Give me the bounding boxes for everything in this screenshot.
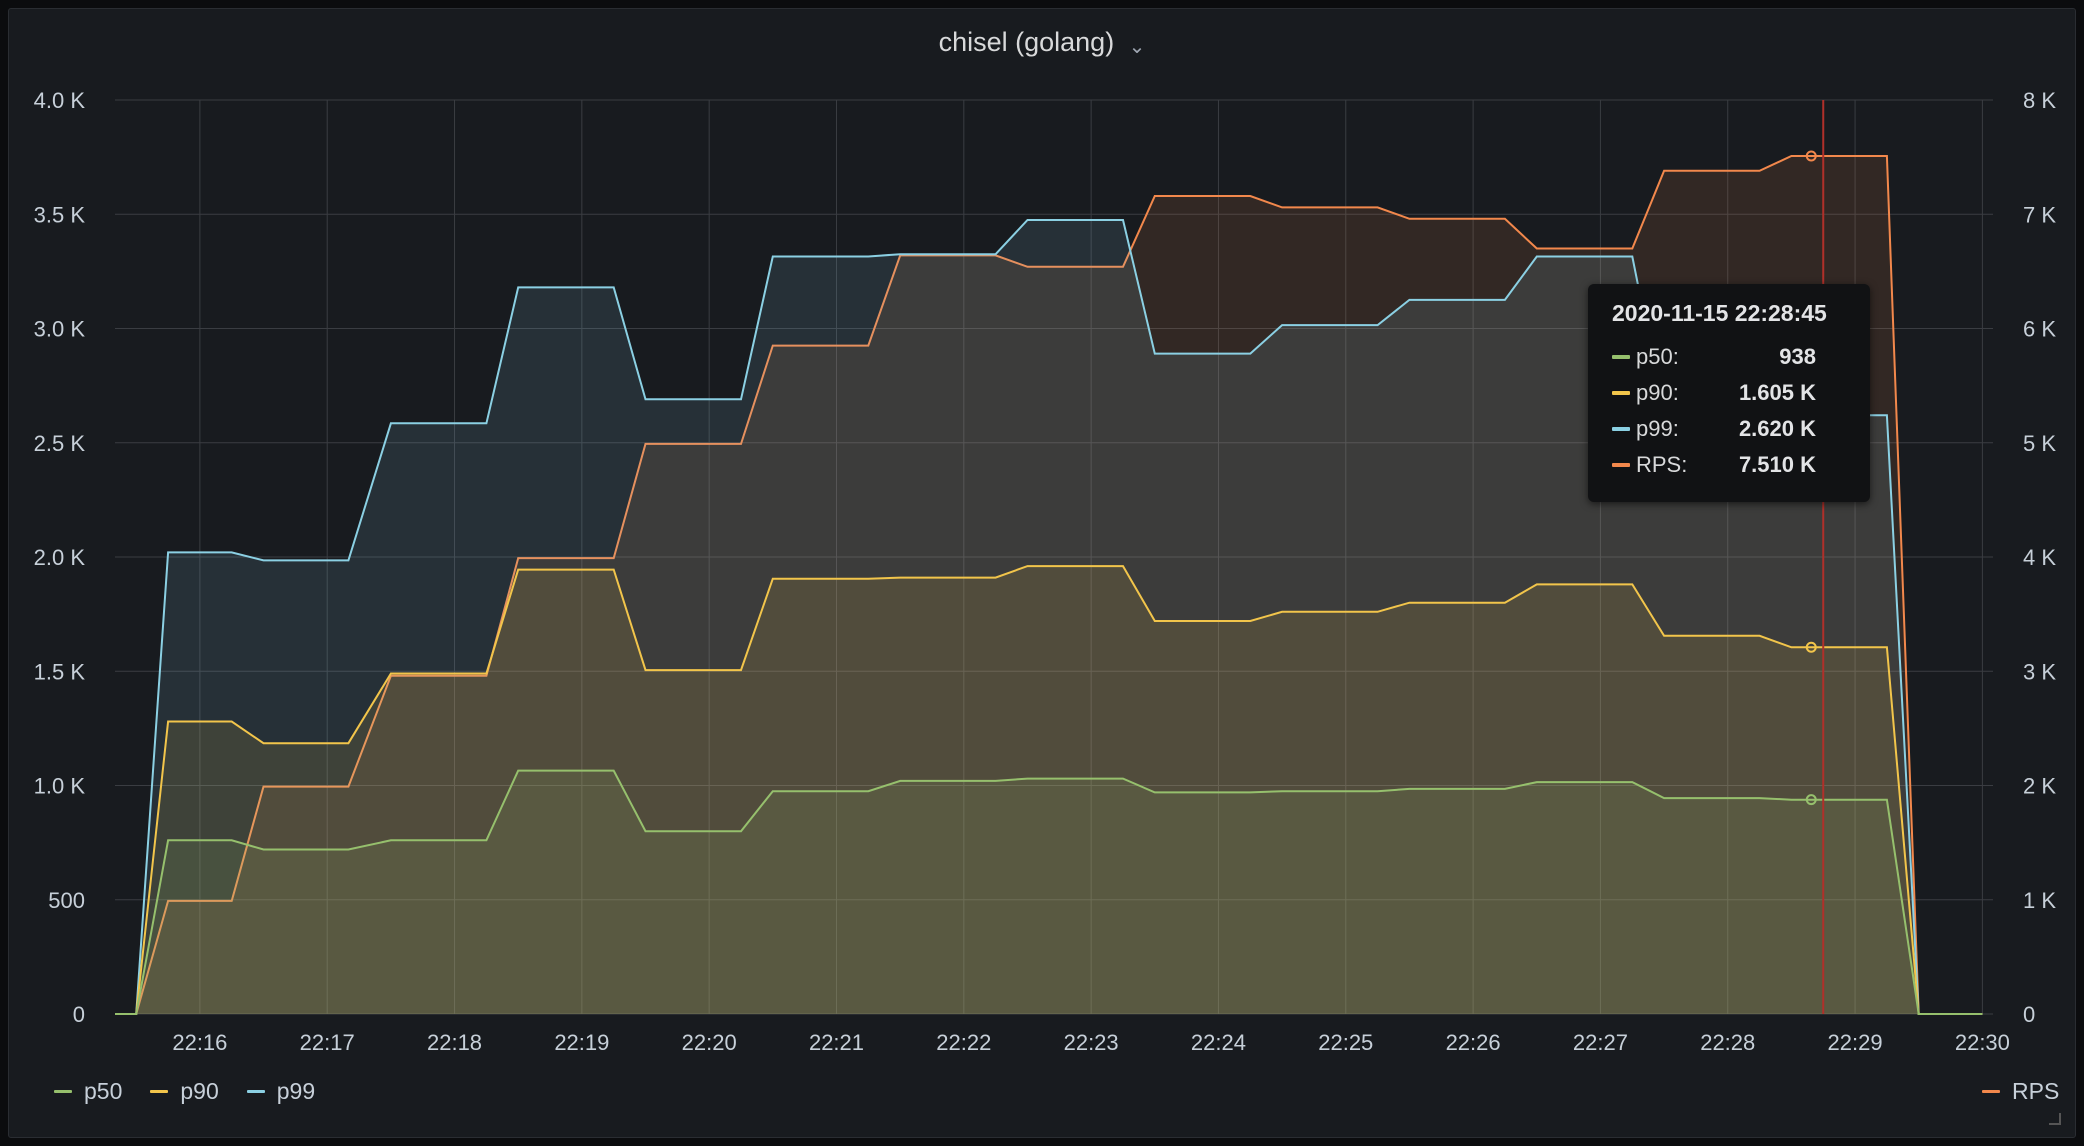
series-area-p90: [115, 566, 1983, 1014]
x-tick-label: 22:28: [1700, 1030, 1755, 1055]
x-tick-label: 22:25: [1318, 1030, 1373, 1055]
series-area-p50: [115, 770, 1983, 1014]
tooltip-label-p99: p99:: [1636, 416, 1679, 441]
legend-right: RPS: [1982, 1078, 2059, 1105]
y-left-tick-label: 1.5 K: [34, 659, 86, 684]
legend-left: p50 p90 p99: [54, 1078, 343, 1105]
series-area-rps: [115, 156, 1983, 1014]
y-left-tick-label: 2.5 K: [34, 431, 86, 456]
tooltip-time: 2020-11-15 22:28:45: [1612, 300, 1827, 326]
x-tick-label: 22:27: [1573, 1030, 1628, 1055]
y-right-tick-label: 6 K: [2023, 317, 2056, 342]
tooltip-row-p90: p90: 1.605 K: [1612, 378, 1852, 408]
x-tick-label: 22:20: [682, 1030, 737, 1055]
tooltip-label-rps: RPS:: [1636, 452, 1688, 477]
tooltip-value-p99: 2.620 K: [1738, 416, 1816, 441]
tooltip-value-rps: 7.510 K: [1738, 452, 1816, 477]
x-tick-label: 22:24: [1191, 1030, 1246, 1055]
y-left-tick-label: 1.0 K: [34, 774, 86, 799]
tooltip-label-p50: p50:: [1636, 344, 1679, 369]
y-right-tick-label: 2 K: [2023, 774, 2056, 799]
hover-point-rps: [1805, 150, 1817, 162]
y-right-tick-label: 8 K: [2023, 88, 2056, 113]
y-right-tick-label: 7 K: [2023, 202, 2056, 227]
tooltip-row-rps: RPS: 7.510 K: [1612, 450, 1852, 480]
x-tick-label: 22:26: [1446, 1030, 1501, 1055]
y-left-tick-label: 2.0 K: [34, 545, 86, 570]
chevron-down-icon[interactable]: ⌄: [1128, 36, 1146, 59]
x-tick-label: 22:19: [554, 1030, 609, 1055]
legend-label-p50: p50: [84, 1078, 123, 1104]
legend-label-p90: p90: [180, 1078, 219, 1104]
resize-handle-icon[interactable]: [2049, 1113, 2061, 1125]
legend-swatch-rps: [1982, 1090, 2000, 1093]
legend-swatch-p90: [150, 1090, 169, 1093]
series-line-p90: [115, 565, 1983, 1015]
y-right-tick-label: 4 K: [2023, 545, 2056, 570]
tooltip-label-p90: p90:: [1636, 380, 1679, 405]
series-line-rps: [115, 155, 1983, 1015]
panel-title[interactable]: chisel (golang): [938, 27, 1115, 57]
y-right-tick-label: 5 K: [2023, 431, 2056, 456]
x-tick-label: 22:16: [172, 1030, 227, 1055]
y-left-tick-label: 4.0 K: [34, 88, 86, 113]
panel-header[interactable]: chisel (golang) ⌄: [9, 27, 2075, 59]
y-left-tick-label: 3.5 K: [34, 202, 86, 227]
legend-item-p50[interactable]: p50: [54, 1078, 122, 1105]
x-tick-label: 22:30: [1955, 1030, 2010, 1055]
legend-item-p99[interactable]: p99: [246, 1078, 316, 1105]
legend-swatch-p99: [246, 1090, 265, 1093]
tooltip-swatch-p90: [1612, 391, 1630, 395]
x-tick-label: 22:17: [300, 1030, 355, 1055]
tooltip-value-p50: 938: [1779, 344, 1816, 369]
legend-swatch-p50: [54, 1090, 72, 1093]
legend-label-p99: p99: [276, 1078, 316, 1104]
legend-item-rps[interactable]: RPS: [1982, 1078, 2059, 1105]
y-right-tick-label: 3 K: [2023, 659, 2056, 684]
tooltip-swatch-rps: [1612, 463, 1630, 467]
x-tick-label: 22:22: [936, 1030, 991, 1055]
x-tick-label: 22:21: [809, 1030, 864, 1055]
y-right-tick-label: 0: [2023, 1002, 2035, 1027]
y-right-tick-label: 1 K: [2023, 888, 2056, 913]
legend-item-p90[interactable]: p90: [150, 1078, 219, 1105]
y-left-tick-label: 0: [73, 1002, 85, 1027]
tooltip-row-p99: p99: 2.620 K: [1612, 414, 1852, 444]
hover-point-p90: [1805, 641, 1817, 653]
x-tick-label: 22:18: [427, 1030, 482, 1055]
graph-panel: chisel (golang) ⌄: [8, 8, 2076, 1138]
legend-label-rps: RPS: [2012, 1078, 2060, 1104]
tooltip-value-p90: 1.605 K: [1738, 380, 1816, 405]
series-area-p99: [115, 220, 1983, 1014]
tooltip-swatch-p50: [1612, 355, 1630, 359]
x-tick-label: 22:29: [1828, 1030, 1883, 1055]
x-tick-label: 22:23: [1064, 1030, 1119, 1055]
tooltip-swatch-p99: [1612, 427, 1630, 431]
series-line-p50: [115, 769, 1983, 1015]
y-left-tick-label: 500: [48, 888, 85, 913]
hover-tooltip: 2020-11-15 22:28:45 p50: 938 p90: 1.605 …: [1588, 284, 1870, 502]
tooltip-row-p50: p50: 938: [1612, 342, 1852, 372]
y-left-tick-label: 3.0 K: [34, 317, 86, 342]
hover-point-p50: [1805, 794, 1817, 806]
